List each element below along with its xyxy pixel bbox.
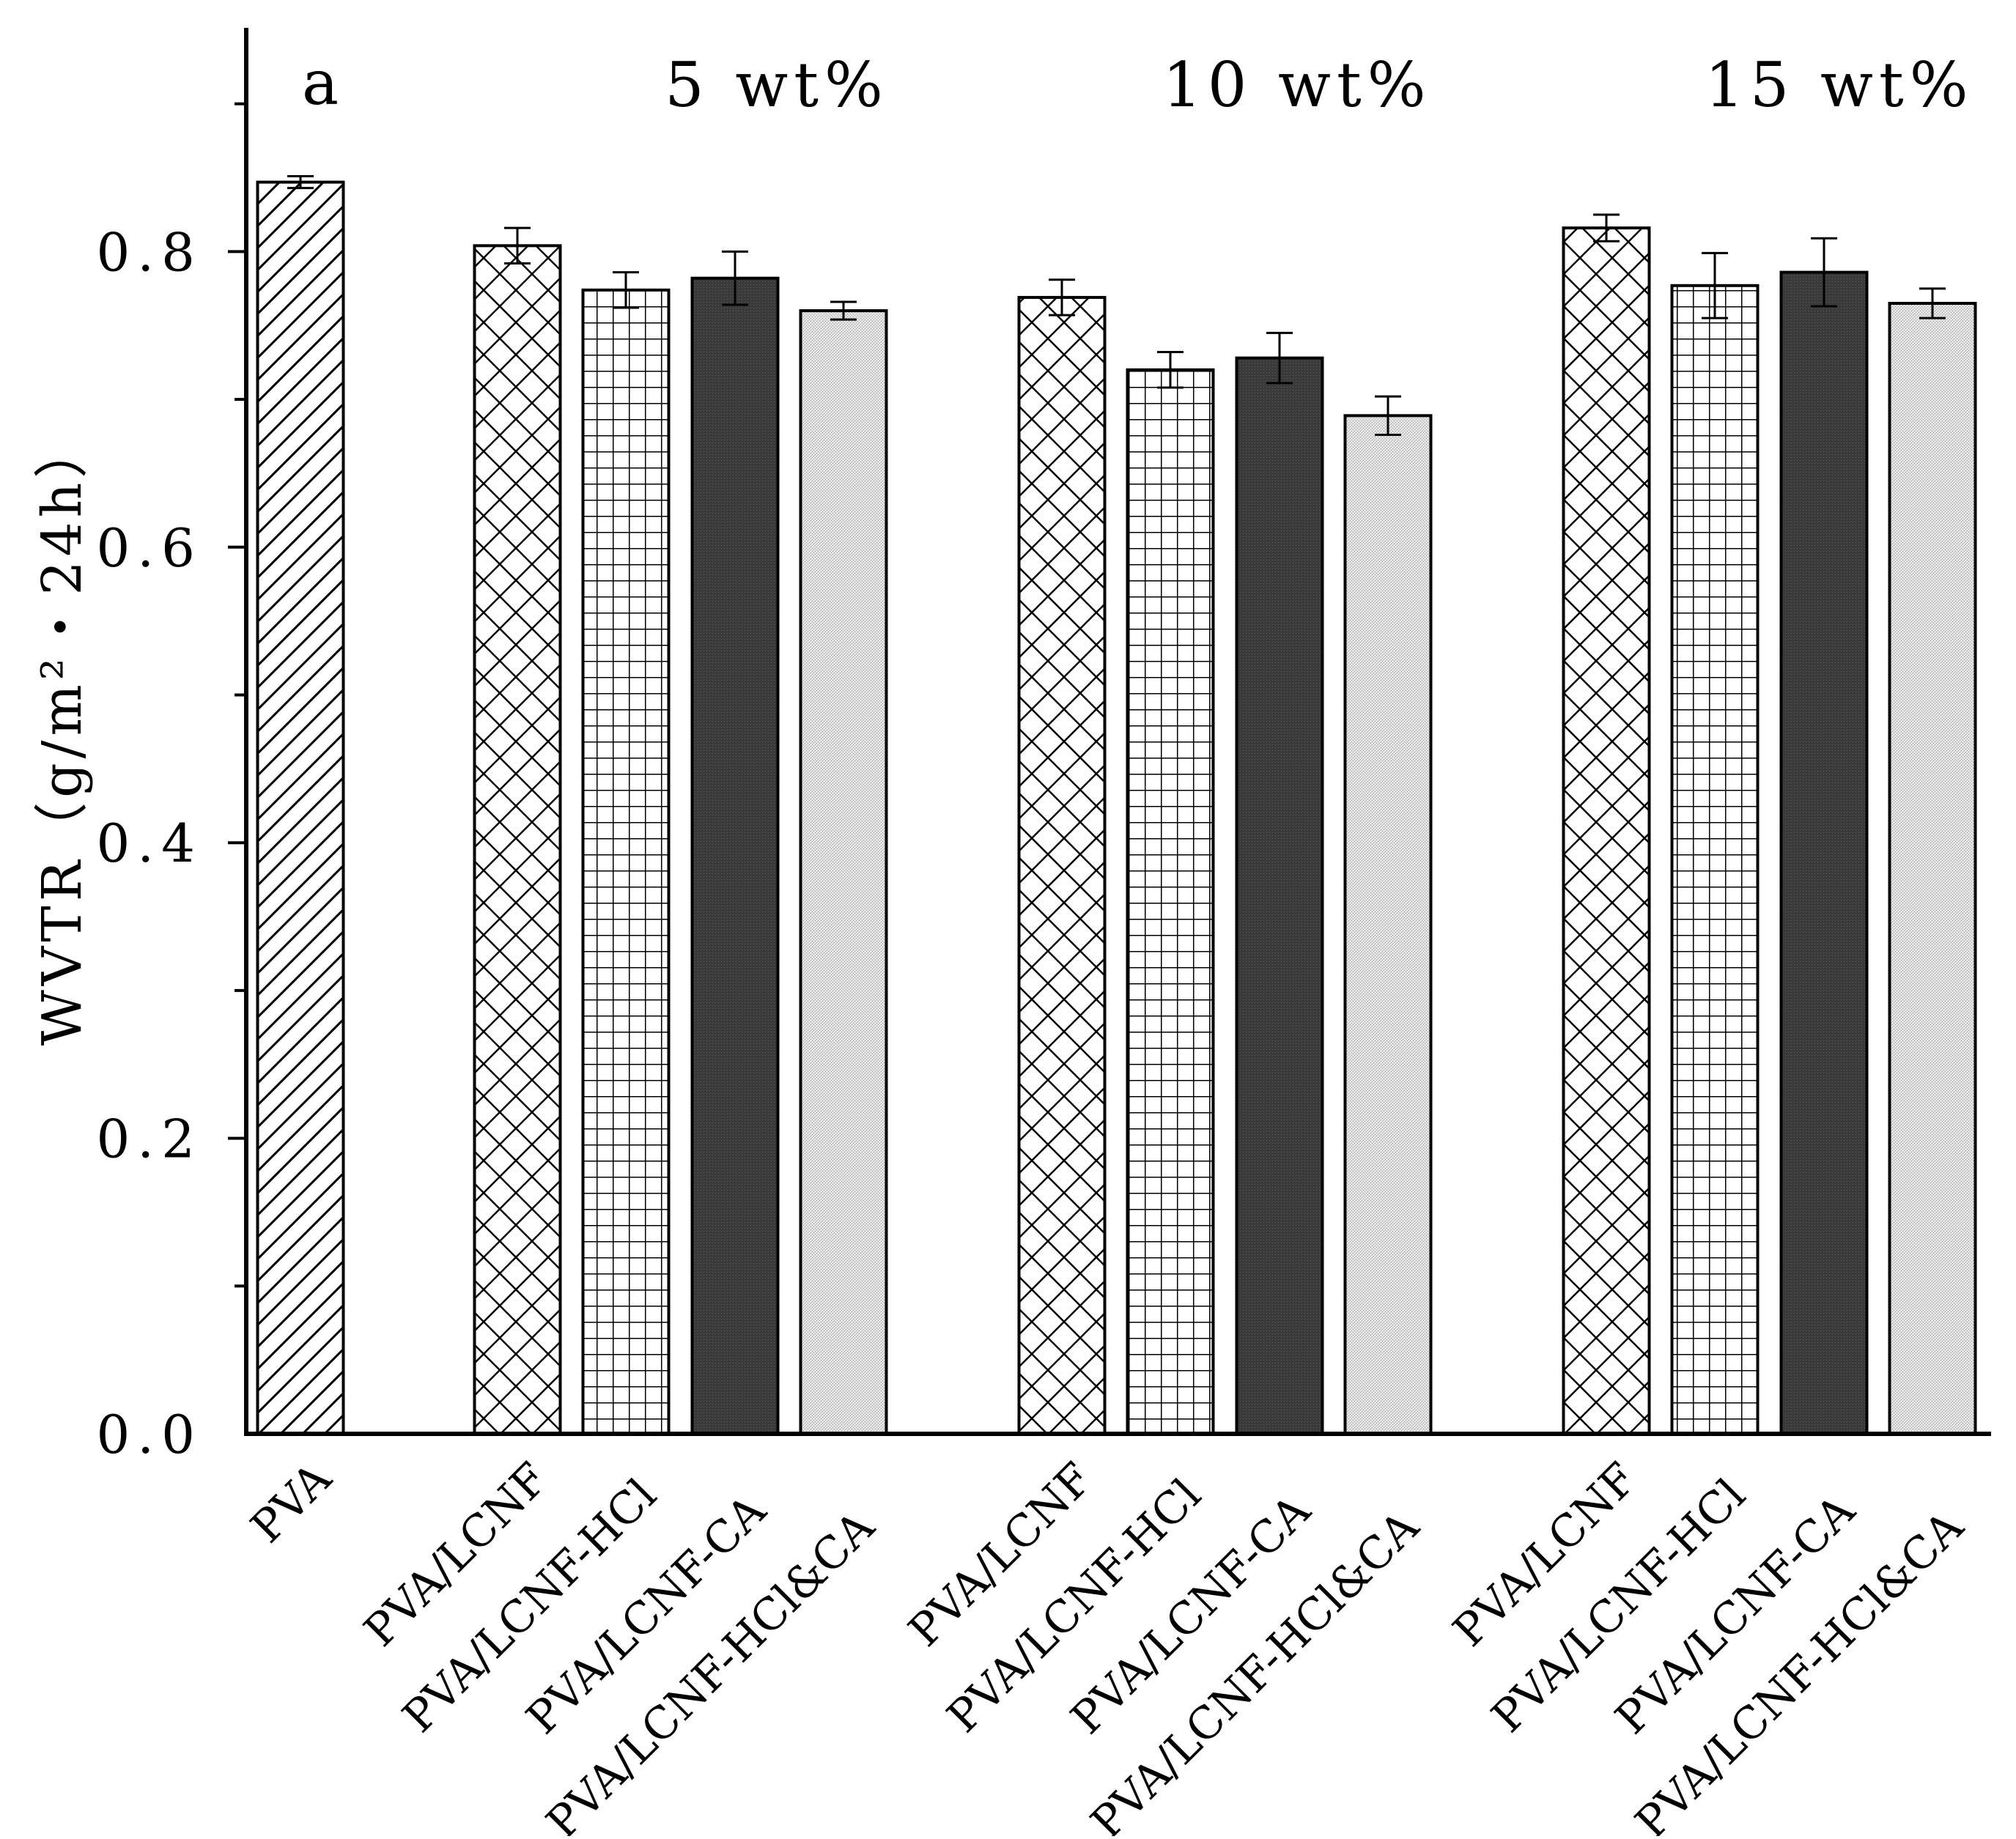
error-bar-8 bbox=[1375, 395, 1401, 437]
bar-5wt-pva-lcnf-ca bbox=[690, 276, 780, 1435]
bar-5wt-pva-lcnf bbox=[473, 244, 562, 1435]
bar-10wt-pva-lcnf bbox=[1017, 295, 1107, 1435]
error-bar-1 bbox=[504, 226, 531, 265]
bar-15wt-pva-lcnf-hcl bbox=[1670, 284, 1760, 1435]
x-category-labels: PVA PVA/LCNFPVA/LCNF-HClPVA/LCNF-CAPVA/LC… bbox=[241, 1453, 1973, 1839]
bar-15wt-pva-lcnf-hcl-ca bbox=[1888, 301, 1977, 1435]
axes bbox=[244, 28, 1991, 1436]
y-ticks: 0.0 0.2 0.4 0.6 0.8 bbox=[96, 102, 246, 1465]
y-tick-label: 0.2 bbox=[96, 1109, 202, 1170]
error-bar-0 bbox=[287, 175, 314, 190]
x-category-label: PVA bbox=[241, 1453, 341, 1553]
y-tick-label: 0.4 bbox=[96, 813, 202, 874]
bar-15wt-pva-lcnf bbox=[1562, 226, 1651, 1435]
panel-label: a bbox=[302, 47, 339, 119]
group-label: 15 wt% bbox=[1705, 49, 1973, 121]
group-label: 10 wt% bbox=[1162, 49, 1431, 121]
bar-10wt-pva-lcnf-hcl-ca bbox=[1343, 414, 1433, 1435]
bar-5wt-pva-lcnf-hcl-ca bbox=[799, 309, 888, 1436]
bar-15wt-pva-lcnf-ca bbox=[1779, 270, 1869, 1436]
error-bar-11 bbox=[1811, 237, 1837, 308]
error-bar-9 bbox=[1593, 213, 1620, 243]
y-tick-label: 0.8 bbox=[96, 221, 202, 283]
y-tick-label: 0.0 bbox=[96, 1404, 202, 1465]
error-bar-7 bbox=[1266, 331, 1293, 385]
error-bar-4 bbox=[830, 300, 857, 321]
bar-10wt-pva-lcnf-hcl bbox=[1126, 368, 1215, 1435]
bar-10wt-pva-lcnf-ca bbox=[1235, 356, 1324, 1435]
error-bars-layer bbox=[287, 175, 1946, 437]
error-bar-3 bbox=[722, 250, 748, 306]
error-bar-10 bbox=[1702, 251, 1728, 319]
error-bar-6 bbox=[1157, 351, 1184, 389]
error-bar-2 bbox=[613, 271, 639, 309]
group-labels: 5 wt% 10 wt% 15 wt% bbox=[665, 49, 1973, 121]
group-label: 5 wt% bbox=[665, 49, 889, 121]
y-axis-title: WVTR（g/m²・24h） bbox=[31, 420, 94, 1046]
error-bar-5 bbox=[1049, 278, 1075, 317]
error-bar-12 bbox=[1919, 287, 1946, 319]
bar-5wt-pva-lcnf-hcl bbox=[581, 288, 671, 1435]
bars-layer bbox=[256, 180, 1977, 1436]
y-tick-label: 0.6 bbox=[96, 517, 202, 579]
bar-pva bbox=[256, 180, 345, 1436]
